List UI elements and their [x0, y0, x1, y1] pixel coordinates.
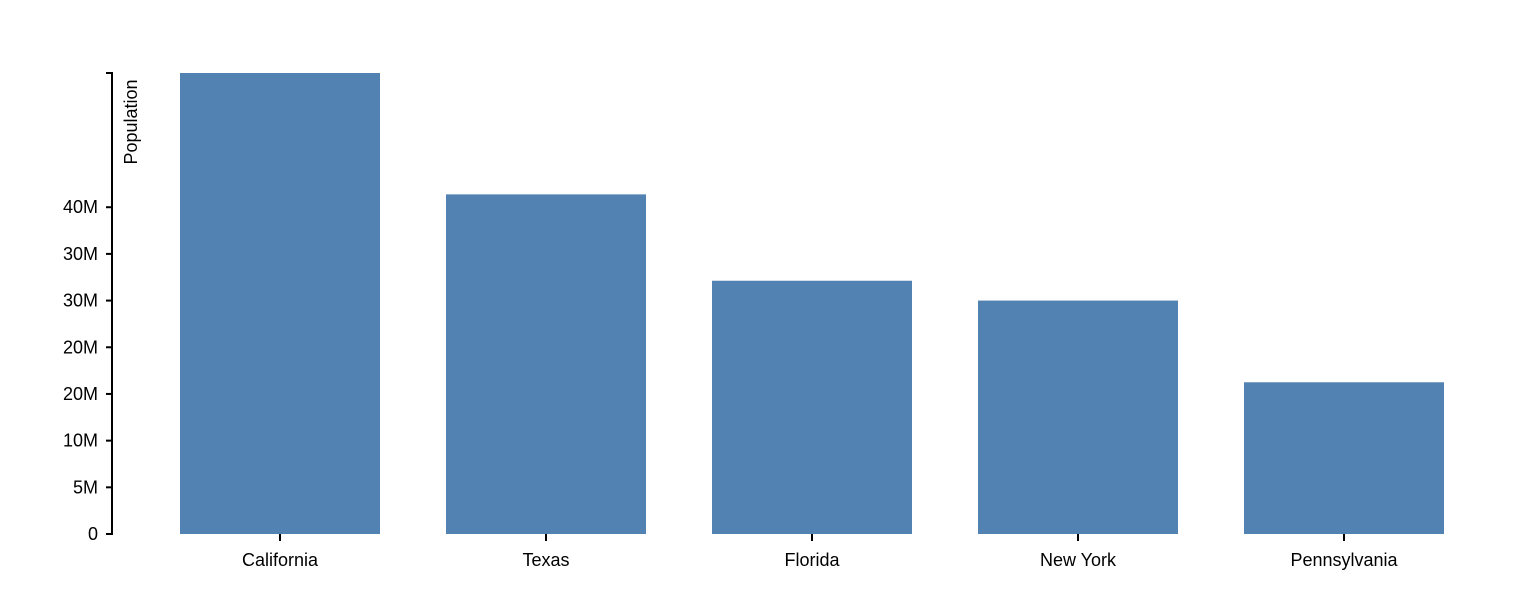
- x-tick-label: Pennsylvania: [1290, 550, 1398, 570]
- y-axis-title: Population: [121, 79, 141, 164]
- x-tick-label: Florida: [784, 550, 840, 570]
- y-tick-label: 20M: [63, 337, 98, 357]
- y-tick-label: 5M: [73, 477, 98, 497]
- y-tick-label: 0: [88, 524, 98, 544]
- bar: [1244, 382, 1444, 534]
- y-tick-label: 10M: [63, 431, 98, 451]
- y-tick-label: 40M: [63, 197, 98, 217]
- x-axis: California Texas Florida New York Pennsylvan…: [242, 534, 1399, 570]
- x-tick-label: California: [242, 550, 319, 570]
- bars-group: [180, 73, 1444, 535]
- x-tick-label: New York: [1040, 550, 1117, 570]
- bar: [978, 300, 1178, 534]
- bar: [446, 194, 646, 535]
- bar: [180, 73, 380, 534]
- y-tick-label: 30M: [63, 291, 98, 311]
- x-tick-label: Texas: [522, 550, 569, 570]
- y-axis: 0 5M 10M 20M 20M 30M 30M 40M: [63, 72, 113, 544]
- y-tick-label: 20M: [63, 384, 98, 404]
- y-tick-label: 30M: [63, 244, 98, 264]
- bar: [712, 280, 912, 534]
- y-axis-line: [106, 72, 113, 535]
